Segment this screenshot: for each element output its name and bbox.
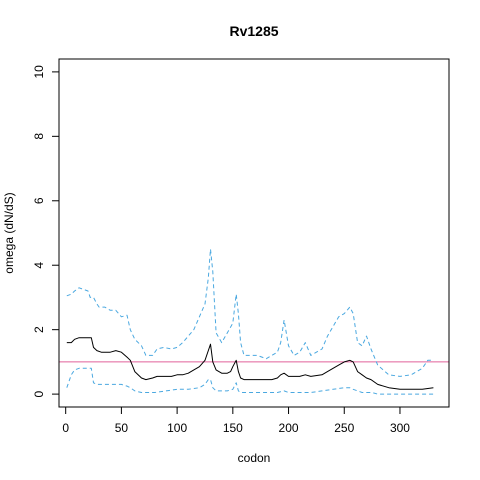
- y-axis-label: omega (dN/dS): [2, 192, 16, 273]
- x-tick-label: 50: [115, 421, 129, 435]
- y-tick-label: 2: [32, 326, 46, 333]
- x-tick-label: 0: [62, 421, 69, 435]
- y-tick-label: 10: [32, 65, 46, 79]
- x-axis-label: codon: [238, 451, 271, 465]
- y-tick-label: 8: [32, 133, 46, 140]
- plot-frame: [58, 58, 450, 408]
- x-axis: 0 50 100 150 200 250 300: [62, 406, 410, 435]
- chart-title: Rv1285: [229, 23, 278, 39]
- y-tick-label: 6: [32, 197, 46, 204]
- y-tick-label: 0: [32, 390, 46, 397]
- series-layer: [59, 248, 449, 395]
- estimate-series-line: [66, 337, 434, 390]
- y-tick-label: 4: [32, 262, 46, 269]
- x-tick-label: 150: [223, 421, 243, 435]
- x-tick-label: 200: [279, 421, 299, 435]
- lower-series-line: [66, 367, 434, 395]
- x-tick-label: 100: [167, 421, 187, 435]
- upper-series-line: [66, 248, 434, 377]
- x-tick-label: 300: [390, 421, 410, 435]
- x-tick-label: 250: [334, 421, 354, 435]
- y-axis: 0 2 4 6 8 10: [32, 65, 60, 397]
